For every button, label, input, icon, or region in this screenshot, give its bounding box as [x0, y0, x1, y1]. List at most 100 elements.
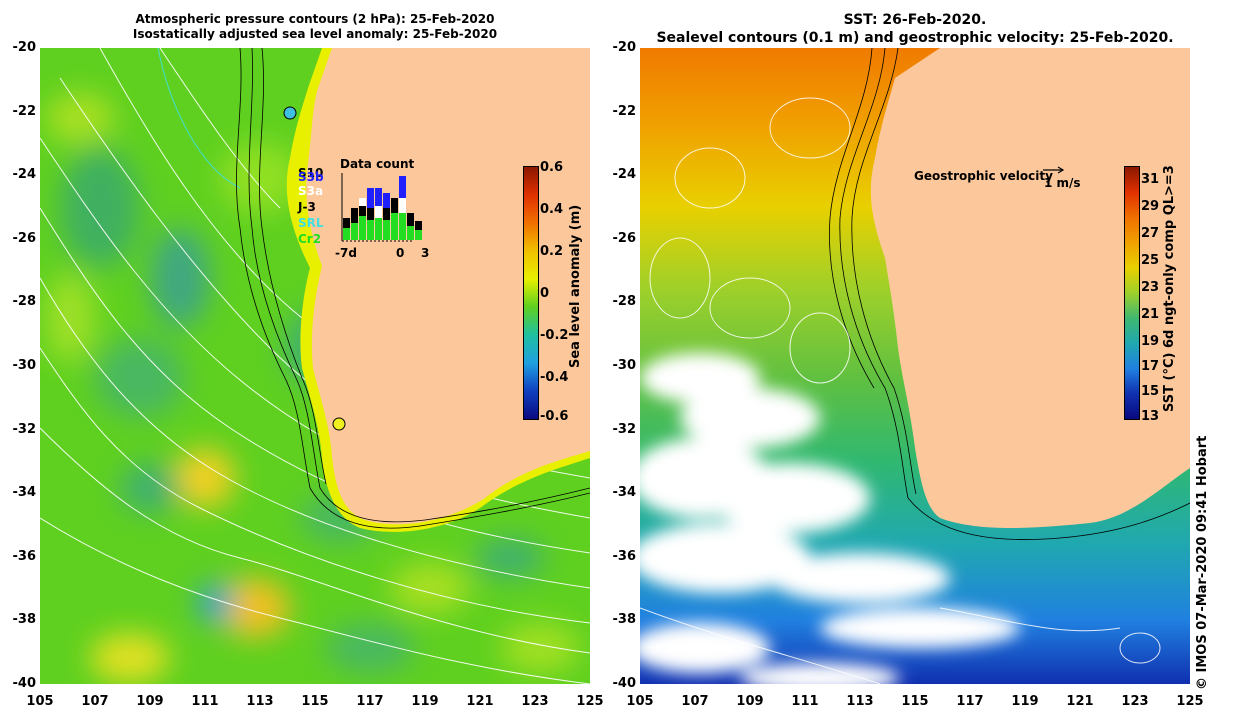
- right-lon-tick: 105: [626, 694, 654, 709]
- left-lon-tick: 107: [81, 694, 109, 709]
- bathymetry-contours: [236, 48, 590, 529]
- right-lon-tick: 125: [1176, 694, 1204, 709]
- sst-colorbar: [1124, 166, 1140, 420]
- sla-tick-1: 0.4: [540, 202, 564, 217]
- satellite-label-srl: SRL: [298, 216, 324, 230]
- sla-tick-0: 0.6: [540, 160, 564, 175]
- right-lat-tick: -36: [612, 548, 637, 564]
- right-lon-tick: 111: [791, 694, 819, 709]
- sst-map-svg: [640, 48, 1190, 684]
- left-title-line2: Isostatically adjusted sea level anomaly…: [132, 27, 498, 41]
- cloud-mask: [640, 353, 1020, 684]
- sst-tick-23: 23: [1141, 280, 1160, 295]
- left-lat-tick: -22: [12, 103, 37, 119]
- data-count-inset: [341, 173, 422, 242]
- right-lat-tick: -40: [612, 676, 637, 691]
- right-lon-tick: 113: [846, 694, 874, 709]
- right-lat-tick: -20: [612, 40, 637, 55]
- sst-map[interactable]: [640, 48, 1190, 684]
- left-lat-tick: -34: [12, 485, 37, 501]
- sst-tick-31: 31: [1141, 172, 1160, 187]
- sst-tick-19: 19: [1141, 334, 1160, 349]
- sla-colorbar-label: Sea level anomaly (m): [568, 204, 583, 368]
- right-lat-tick: -38: [612, 612, 637, 628]
- tide-gauge-marker-north[interactable]: [283, 106, 297, 120]
- sla-tick-2: 0.2: [540, 244, 564, 259]
- left-lat-tick: -20: [12, 40, 37, 55]
- right-lon-tick: 115: [901, 694, 929, 709]
- left-title-line1: Atmospheric pressure contours (2 hPa): 2…: [135, 12, 495, 26]
- sst-tick-25: 25: [1141, 253, 1160, 268]
- right-lat-tick: -26: [612, 230, 637, 246]
- sst-tick-17: 17: [1141, 359, 1160, 374]
- left-lon-tick: 125: [576, 694, 604, 709]
- sst-colorbar-label: SST (°C) 6d ngt-only comp QL>=3: [1162, 165, 1177, 412]
- right-panel-title: SST: 26-Feb-2020. Sealevel contours (0.1…: [640, 12, 1190, 47]
- data-count-axis-zero: 0: [396, 246, 405, 260]
- sst-tick-27: 27: [1141, 226, 1160, 241]
- sst-tick-29: 29: [1141, 199, 1160, 214]
- sla-map-svg: [40, 48, 590, 684]
- right-lon-tick: 123: [1121, 694, 1149, 709]
- right-lat-tick: -22: [612, 103, 637, 119]
- right-lat-tick: -24: [612, 167, 637, 183]
- velocity-legend-arrow: [1043, 166, 1065, 174]
- sla-colorbar: [523, 166, 539, 420]
- left-lat-tick: -28: [12, 294, 37, 310]
- sst-tick-21: 21: [1141, 307, 1160, 322]
- sst-tick-13: 13: [1141, 409, 1160, 424]
- right-lon-tick: 107: [681, 694, 709, 709]
- data-count-title: Data count: [340, 157, 415, 171]
- imos-credit: © IMOS 07-Mar-2020 09:41 Hobart: [1195, 435, 1210, 690]
- sla-tick-5: -0.4: [540, 370, 569, 385]
- right-lon-tick: 109: [736, 694, 764, 709]
- land-mass-sst: [870, 48, 1190, 528]
- left-lon-tick: 113: [246, 694, 274, 709]
- right-title-line2: Sealevel contours (0.1 m) and geostrophi…: [656, 29, 1174, 46]
- tide-gauge-marker-south[interactable]: [332, 417, 346, 431]
- right-lon-tick: 119: [1011, 694, 1039, 709]
- left-lon-tick: 109: [136, 694, 164, 709]
- right-lat-tick: -30: [612, 358, 637, 373]
- left-lon-tick: 115: [301, 694, 329, 709]
- left-lat-tick: -30: [12, 358, 37, 373]
- left-lat-tick: -38: [12, 612, 37, 628]
- sla-tick-4: -0.2: [540, 328, 569, 343]
- sst-bathymetry-contours: [829, 48, 1190, 540]
- right-lon-tick: 117: [956, 694, 984, 709]
- satellite-label-s3b: S3b: [298, 170, 324, 184]
- anomaly-blobs: [45, 93, 580, 683]
- data-count-bars: [343, 176, 422, 240]
- left-lat-tick: -36: [12, 548, 37, 564]
- right-title-line1: SST: 26-Feb-2020.: [843, 12, 987, 28]
- sea-level-anomaly-map[interactable]: [40, 48, 590, 684]
- left-lon-tick: 111: [191, 694, 219, 709]
- right-lat-tick: -28: [612, 294, 637, 310]
- data-count-axis-end: 3: [421, 246, 430, 260]
- left-lon-tick: 117: [356, 694, 384, 709]
- satellite-label-s3a: S3a: [298, 184, 324, 198]
- velocity-legend-scale: 1 m/s: [1044, 176, 1081, 190]
- satellite-label-j3: J-3: [298, 200, 316, 214]
- sst-tick-15: 15: [1141, 384, 1160, 399]
- satellite-label-cr2: Cr2: [298, 232, 322, 246]
- right-lat-tick: -34: [612, 485, 637, 501]
- right-lat-tick: -32: [612, 421, 637, 437]
- sealevel-contours: [640, 97, 1161, 684]
- sla-tick-3: 0: [540, 286, 550, 301]
- left-panel-title: Atmospheric pressure contours (2 hPa): 2…: [40, 12, 590, 42]
- left-lat-tick: -24: [12, 167, 37, 183]
- data-count-axis-start: -7d: [335, 246, 357, 260]
- right-lon-tick: 121: [1066, 694, 1094, 709]
- left-lat-tick: -26: [12, 230, 37, 246]
- left-lon-tick: 123: [521, 694, 549, 709]
- satellite-label-s10: S10: [298, 166, 324, 180]
- left-lon-tick: 121: [466, 694, 494, 709]
- left-lon-tick: 105: [26, 694, 54, 709]
- sla-tick-6: -0.6: [540, 409, 569, 424]
- left-lat-tick: -40: [12, 676, 37, 691]
- land-mass: [306, 48, 590, 525]
- left-lat-tick: -32: [12, 421, 37, 437]
- velocity-legend-label: Geostrophic velocity: [914, 169, 1053, 183]
- left-lon-tick: 119: [411, 694, 439, 709]
